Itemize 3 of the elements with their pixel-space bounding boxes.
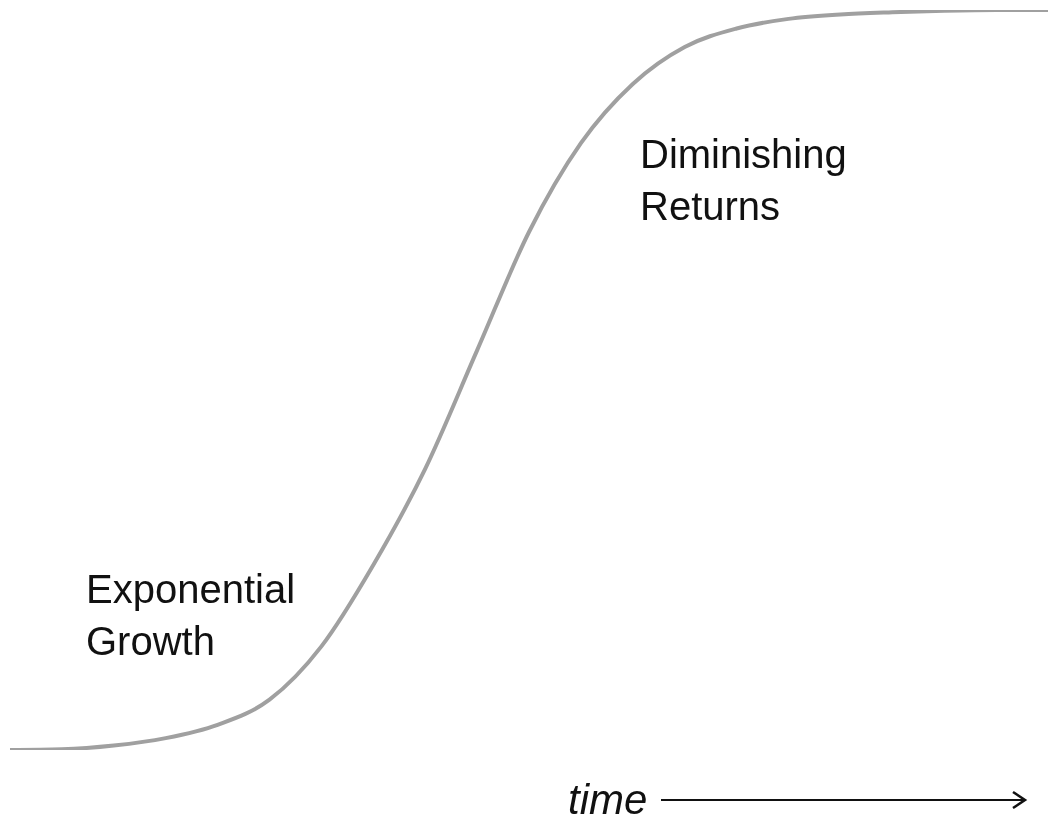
x-axis-title: time <box>568 776 648 817</box>
annotation: Exponential Growth <box>86 566 297 665</box>
annotation: Diminishing Returns <box>640 131 848 230</box>
